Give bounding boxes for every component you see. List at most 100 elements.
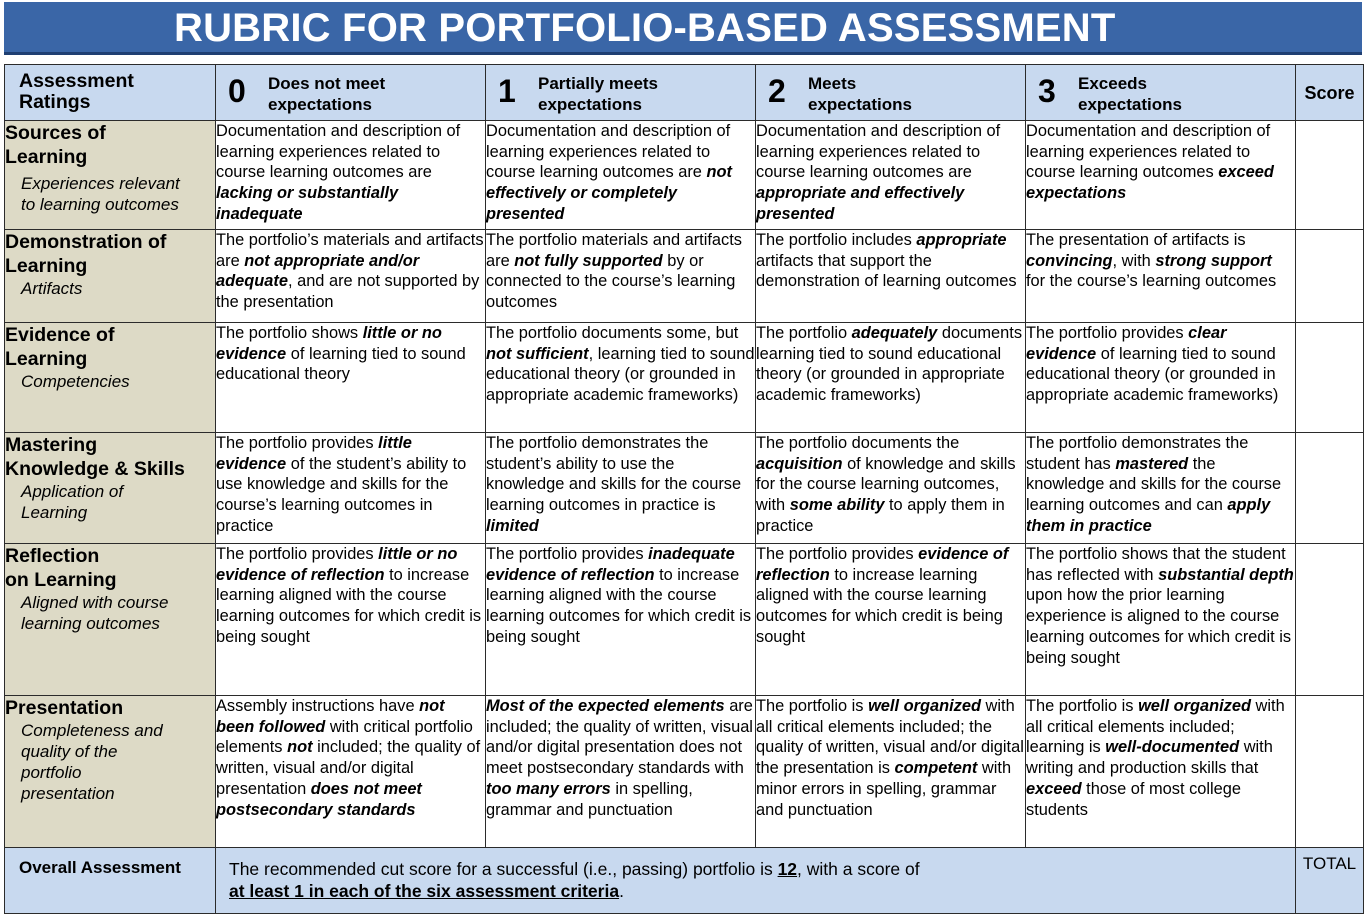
emphasis-text: not sufficient	[486, 345, 589, 363]
criterion-title-line1: Sources of	[5, 121, 215, 145]
rating-cell: The portfolio’s materials and artifacts …	[216, 230, 486, 323]
level-label-line1: Partially meets	[538, 74, 658, 93]
criterion-sub-line1: Completeness and quality of the portfoli…	[21, 720, 171, 804]
criterion-cell: Presentation Completeness and quality of …	[5, 696, 216, 848]
criterion-title-line2: Learning	[5, 145, 215, 169]
emphasis-text: well-documented	[1105, 738, 1239, 756]
criterion-title-line1: Evidence of	[5, 323, 215, 347]
emphasis-text: acquisition	[756, 455, 843, 473]
emphasis-text: substantial depth	[1158, 566, 1294, 584]
criterion-title-line2: Knowledge & Skills	[5, 457, 215, 481]
criterion-cell: Reflection on Learning Aligned with course…	[5, 544, 216, 696]
footer-text-1: The recommended cut score for a successf…	[229, 859, 778, 879]
emphasis-text: Most of the expected elements	[486, 697, 725, 715]
rating-cell: The portfolio shows little or no evidenc…	[216, 323, 486, 433]
level-header-1: 1 Partially meets expectations	[486, 65, 756, 121]
rating-cell: The portfolio is well organized with all…	[756, 696, 1026, 848]
level-number: 0	[228, 71, 268, 111]
rating-text: Documentation and description of learnin…	[216, 122, 460, 181]
criterion-row: Evidence of Learning Competencies The port…	[5, 323, 1364, 433]
score-header: Score	[1296, 65, 1364, 121]
criterion-title-line1: Reflection	[5, 544, 215, 568]
rating-cell: The portfolio adequately documents learn…	[756, 323, 1026, 433]
emphasis-text: adequately	[852, 324, 938, 342]
emphasis-text: competent	[895, 759, 978, 777]
score-cell[interactable]	[1296, 323, 1364, 433]
criterion-sub-line1: Experiences relevant	[21, 173, 215, 194]
rating-cell: The portfolio shows that the student has…	[1026, 544, 1296, 696]
rating-cell: The portfolio provides evidence of refle…	[756, 544, 1026, 696]
rating-text: The portfolio demonstrates the student’s…	[486, 434, 741, 514]
criterion-title-line2: Learning	[5, 347, 215, 371]
emphasis-text: well organized	[868, 697, 981, 715]
level-header-3: 3 Exceeds expectations	[1026, 65, 1296, 121]
criterion-row: Reflection on Learning Aligned with course…	[5, 544, 1364, 696]
criterion-cell: Evidence of Learning Competencies	[5, 323, 216, 433]
score-cell[interactable]	[1296, 544, 1364, 696]
criterion-cell: Mastering Knowledge & Skills Application o…	[5, 433, 216, 544]
total-label: TOTAL	[1296, 848, 1363, 874]
rating-text: Documentation and description of learnin…	[756, 122, 1000, 181]
emphasis-text: exceed	[1026, 780, 1082, 798]
rating-cell: The portfolio documents some, but not su…	[486, 323, 756, 433]
criterion-title-line1: Demonstration of	[5, 230, 215, 254]
rating-text: The portfolio documents some, but	[486, 324, 738, 342]
level-label-line1: Does not meet	[268, 74, 385, 93]
criterion-cell: Demonstration of Learning Artifacts	[5, 230, 216, 323]
rating-cell: Assembly instructions have not been foll…	[216, 696, 486, 848]
rating-text: Assembly instructions have	[216, 697, 419, 715]
rating-text: Documentation and description of learnin…	[486, 122, 730, 181]
score-label: Score	[1296, 65, 1363, 104]
criterion-sub-line1: Aligned with course	[21, 592, 215, 613]
total-cell[interactable]: TOTAL	[1296, 848, 1364, 914]
footer-text-4: .	[619, 881, 624, 901]
rating-cell: The portfolio includes appropriate artif…	[756, 230, 1026, 323]
rating-text: The portfolio shows	[216, 324, 363, 342]
level-label-line1: Exceeds	[1078, 74, 1147, 93]
level-label-line2: expectations	[268, 95, 372, 114]
score-cell[interactable]	[1296, 433, 1364, 544]
rating-cell: Documentation and description of learnin…	[756, 121, 1026, 230]
page-title: RUBRIC FOR PORTFOLIO-BASED ASSESSMENT	[174, 6, 1116, 50]
emphasis-text: mastered	[1115, 455, 1188, 473]
score-cell[interactable]	[1296, 230, 1364, 323]
rating-text: upon how the prior learning experience i…	[1026, 586, 1291, 666]
rubric-table: Assessment Ratings 0 Does not meet expecta…	[4, 64, 1364, 914]
ratings-label-line1: Assessment	[19, 71, 215, 92]
emphasis-text: not	[287, 738, 312, 756]
rating-cell: Most of the expected elements are includ…	[486, 696, 756, 848]
emphasis-text: appropriate	[916, 231, 1006, 249]
overall-label-cell: Overall Assessment	[5, 848, 216, 914]
header-row: Assessment Ratings 0 Does not meet expecta…	[5, 65, 1364, 121]
rating-cell: The portfolio provides little or no evid…	[216, 544, 486, 696]
rating-text: The portfolio provides	[1026, 324, 1188, 342]
criterion-title-line2: Learning	[5, 254, 215, 278]
criterion-row: Demonstration of Learning Artifacts The po…	[5, 230, 1364, 323]
overall-assessment-text: The recommended cut score for a successf…	[216, 848, 1295, 902]
overall-assessment-row: Overall Assessment The recommended cut s…	[5, 848, 1364, 914]
rating-text: The portfolio provides	[756, 545, 918, 563]
criterion-sub-line1: Application of	[21, 481, 215, 502]
rating-text: The portfolio provides	[216, 434, 378, 452]
level-label-line2: expectations	[1078, 95, 1182, 114]
rating-text: The portfolio documents the	[756, 434, 959, 452]
rating-cell: The portfolio is well organized with all…	[1026, 696, 1296, 848]
emphasis-text: strong support	[1155, 252, 1272, 270]
criterion-title-line2: on Learning	[5, 568, 215, 592]
level-number: 3	[1038, 71, 1078, 111]
rating-cell: Documentation and description of learnin…	[1026, 121, 1296, 230]
title-banner: RUBRIC FOR PORTFOLIO-BASED ASSESSMENT	[4, 2, 1362, 55]
rating-cell: The presentation of artifacts is convinc…	[1026, 230, 1296, 323]
criterion-row: Presentation Completeness and quality of …	[5, 696, 1364, 848]
score-cell[interactable]	[1296, 121, 1364, 230]
level-label-line2: expectations	[808, 95, 912, 114]
rating-text: artifacts that support the demonstration…	[756, 252, 1017, 291]
rating-cell: The portfolio demonstrates the student’s…	[486, 433, 756, 544]
ratings-label-line2: Ratings	[19, 92, 215, 113]
criterion-sub-line2: learning outcomes	[21, 613, 215, 634]
level-label-line2: expectations	[538, 95, 642, 114]
rating-text: The portfolio includes	[756, 231, 916, 249]
rating-text: The portfolio is	[756, 697, 868, 715]
score-cell[interactable]	[1296, 696, 1364, 848]
rating-cell: The portfolio documents the acquisition …	[756, 433, 1026, 544]
